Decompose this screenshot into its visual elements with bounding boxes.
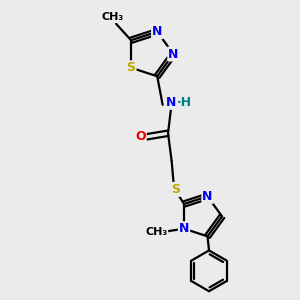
- Text: S: S: [171, 183, 180, 196]
- Text: N: N: [166, 96, 176, 109]
- Text: CH₃: CH₃: [102, 12, 124, 22]
- Text: N: N: [168, 47, 178, 61]
- Text: ·H: ·H: [177, 96, 192, 109]
- Text: N: N: [202, 190, 213, 203]
- Text: CH₃: CH₃: [145, 227, 167, 237]
- Text: N: N: [152, 25, 162, 38]
- Text: N: N: [179, 222, 189, 235]
- Text: S: S: [127, 61, 136, 74]
- Text: O: O: [135, 130, 146, 143]
